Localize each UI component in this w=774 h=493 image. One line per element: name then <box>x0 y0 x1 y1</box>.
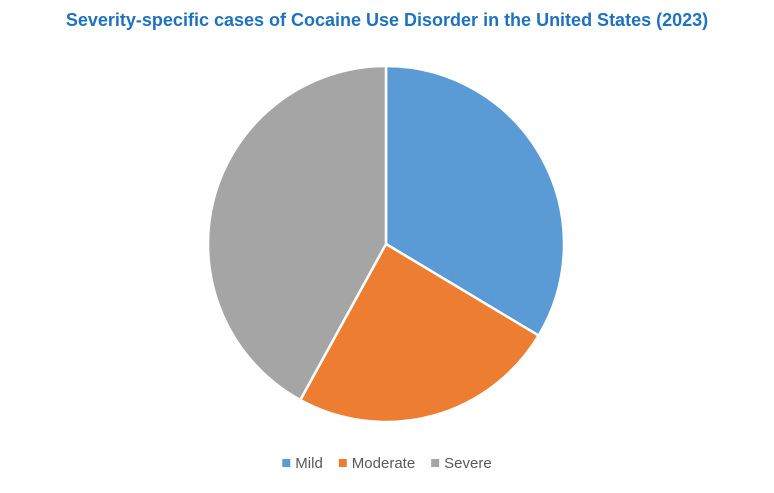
pie <box>206 64 566 424</box>
legend-swatch <box>282 459 291 467</box>
legend: Mild Moderate Severe <box>282 455 492 472</box>
chart-title: Severity-specific cases of Cocaine Use D… <box>66 10 708 30</box>
legend-label: Moderate <box>352 455 415 472</box>
pie-slice <box>298 242 541 424</box>
legend-label: Severe <box>444 455 492 472</box>
pie-slice <box>206 64 388 402</box>
pie-slice <box>384 64 566 338</box>
legend-label: Mild <box>295 455 323 472</box>
legend-swatch <box>431 459 440 467</box>
legend-swatch <box>338 459 347 467</box>
